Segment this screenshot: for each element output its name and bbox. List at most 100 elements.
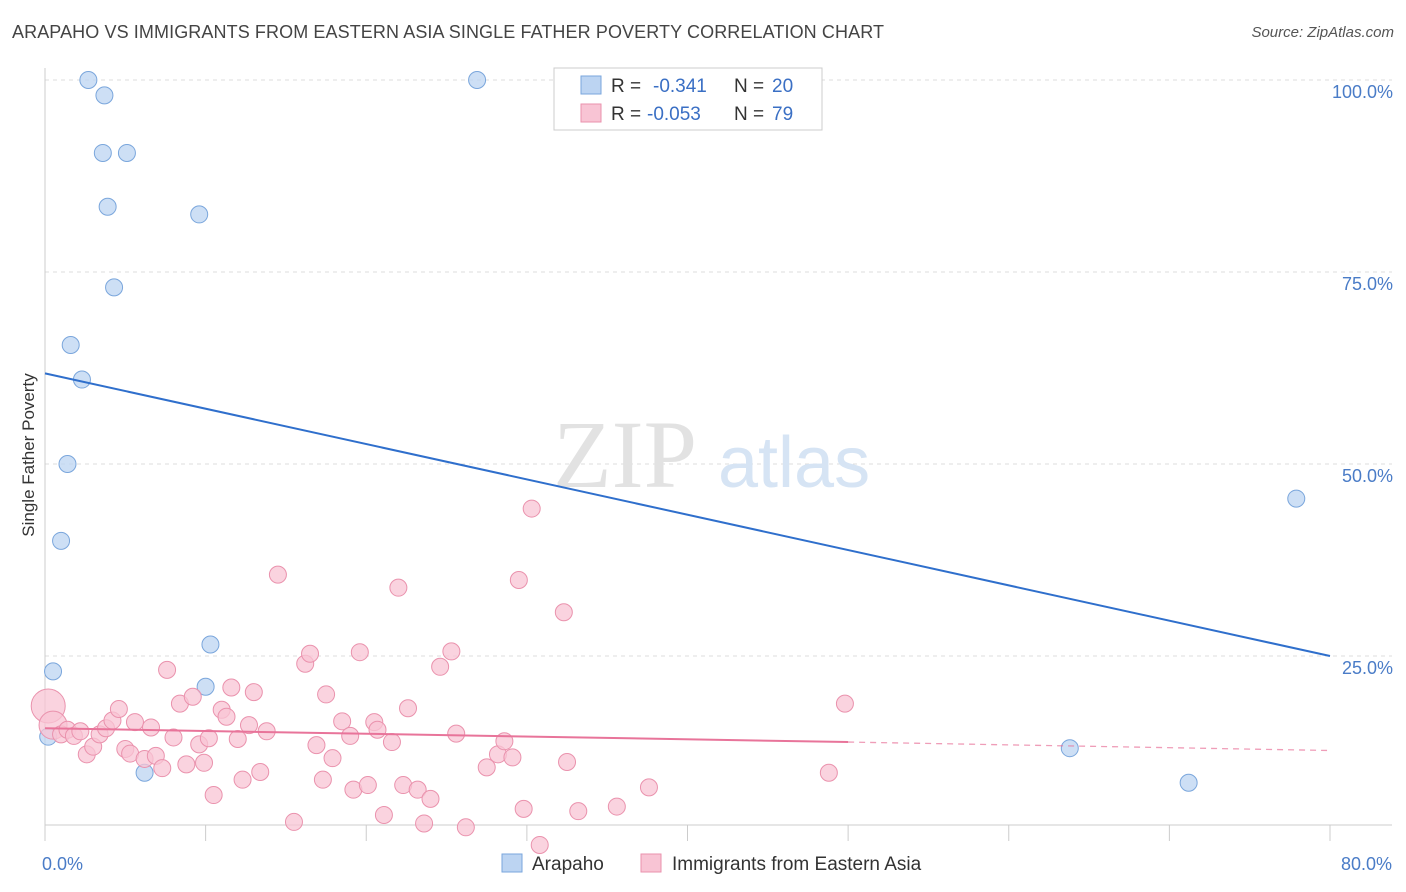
immigrants-point (522, 499, 541, 518)
arapaho-point (79, 71, 98, 89)
immigrants-point (228, 729, 247, 748)
arapaho-point (201, 635, 220, 654)
arapaho-point (196, 677, 215, 696)
immigrants-point (244, 683, 263, 702)
arapaho-point (98, 197, 117, 216)
chart-source: Source: ZipAtlas.com (1251, 24, 1394, 41)
immigrants-point (158, 660, 177, 679)
legend-r-label-immigrants: R = (611, 104, 641, 125)
bottom-legend-label-arapaho: Arapaho (532, 854, 604, 875)
immigrants-point (431, 657, 450, 676)
immigrants-point (177, 755, 196, 774)
immigrants-trend-line (44, 727, 849, 744)
immigrants-point (199, 729, 218, 748)
labels-layer: Single Father Poverty 25.0% 50.0% 75.0% 100… (19, 82, 1393, 874)
immigrants-point (639, 778, 658, 797)
immigrants-point (217, 707, 236, 726)
immigrants-point (142, 718, 161, 737)
legend-n-value-arapaho: 20 (772, 76, 793, 97)
legend-n-value-immigrants: 79 (772, 104, 793, 125)
points-layer (30, 71, 1306, 854)
immigrants-point (408, 780, 427, 799)
arapaho-trend-line (44, 372, 1331, 658)
immigrants-point (456, 818, 475, 837)
immigrants-point (554, 603, 573, 622)
immigrants-point (239, 716, 258, 735)
immigrants-point (284, 812, 303, 831)
immigrants-point (301, 644, 320, 663)
arapaho-point (190, 205, 209, 224)
immigrants-point (333, 712, 352, 731)
bottom-legend-swatch-immigrants (640, 853, 662, 873)
immigrants-point (313, 770, 332, 789)
arapaho-point (52, 531, 71, 550)
y-tick-label: 25.0% (1342, 658, 1393, 678)
immigrants-point (819, 763, 838, 782)
arapaho-point (44, 662, 63, 681)
legend-r-label-arapaho: R = (611, 76, 641, 97)
immigrants-point (251, 763, 270, 782)
immigrants-point (399, 699, 418, 718)
immigrants-point (607, 797, 626, 816)
immigrants-point (164, 728, 183, 747)
immigrants-trend-line-dashed (848, 741, 1331, 752)
y-tick-label: 100.0% (1332, 82, 1393, 102)
immigrants-point (421, 789, 440, 808)
x-tick-label: 0.0% (42, 854, 83, 874)
bottom-legend: Arapaho Immigrants from Eastern Asia (501, 853, 922, 875)
immigrants-point (569, 802, 588, 821)
watermark-zip: ZIP (553, 401, 697, 508)
immigrants-point (341, 726, 360, 745)
arapaho-point (468, 71, 487, 89)
chart-title: ARAPAHO VS IMMIGRANTS FROM EASTERN ASIA … (12, 22, 885, 42)
immigrants-point (442, 642, 461, 661)
immigrants-point (509, 570, 528, 589)
arapaho-point (105, 278, 124, 297)
y-tick-label: 50.0% (1342, 466, 1393, 486)
arapaho-point (117, 143, 136, 162)
immigrants-point (530, 835, 549, 854)
immigrants-point (125, 713, 144, 732)
immigrants-point (558, 753, 577, 772)
immigrants-point (382, 733, 401, 752)
arapaho-point (93, 143, 112, 162)
arapaho-point (58, 455, 77, 474)
immigrants-point (268, 565, 287, 584)
immigrants-point (317, 685, 336, 704)
bottom-legend-swatch-arapaho (501, 853, 523, 873)
y-tick-label: 75.0% (1342, 274, 1393, 294)
immigrants-point (374, 806, 393, 825)
arapaho-point (1179, 773, 1198, 792)
immigrants-point (204, 786, 223, 805)
arapaho-point (61, 335, 80, 354)
immigrants-point (109, 700, 128, 719)
legend-n-label-immigrants: N = (734, 104, 764, 125)
immigrants-point (350, 643, 369, 662)
immigrants-point (503, 748, 522, 767)
immigrants-point (477, 758, 496, 777)
immigrants-point (71, 722, 90, 741)
immigrants-point (415, 814, 434, 833)
immigrants-point (195, 753, 214, 772)
x-tick-label: 80.0% (1341, 854, 1392, 874)
immigrants-point (835, 694, 854, 713)
legend-n-label-arapaho: N = (734, 76, 764, 97)
legend-swatch-arapaho (580, 75, 602, 95)
arapaho-point (1287, 489, 1306, 508)
immigrants-point (358, 776, 377, 795)
immigrants-point (368, 720, 387, 739)
bottom-legend-label-immigrants: Immigrants from Eastern Asia (672, 854, 922, 875)
y-axis-title: Single Father Poverty (19, 373, 38, 537)
legend-swatch-immigrants (580, 103, 602, 123)
top-legend: R = -0.341 N = 20 R = -0.053 N = 79 (553, 67, 823, 131)
immigrants-point (307, 736, 326, 755)
legend-r-value-arapaho: -0.341 (653, 76, 707, 97)
watermark-atlas: atlas (718, 423, 870, 503)
legend-r-value-immigrants: -0.053 (647, 104, 701, 125)
arapaho-point (1060, 739, 1079, 758)
immigrants-point (183, 687, 202, 706)
immigrants-point (153, 759, 172, 778)
watermark: ZIP atlas (553, 401, 870, 508)
immigrants-point (447, 724, 466, 743)
